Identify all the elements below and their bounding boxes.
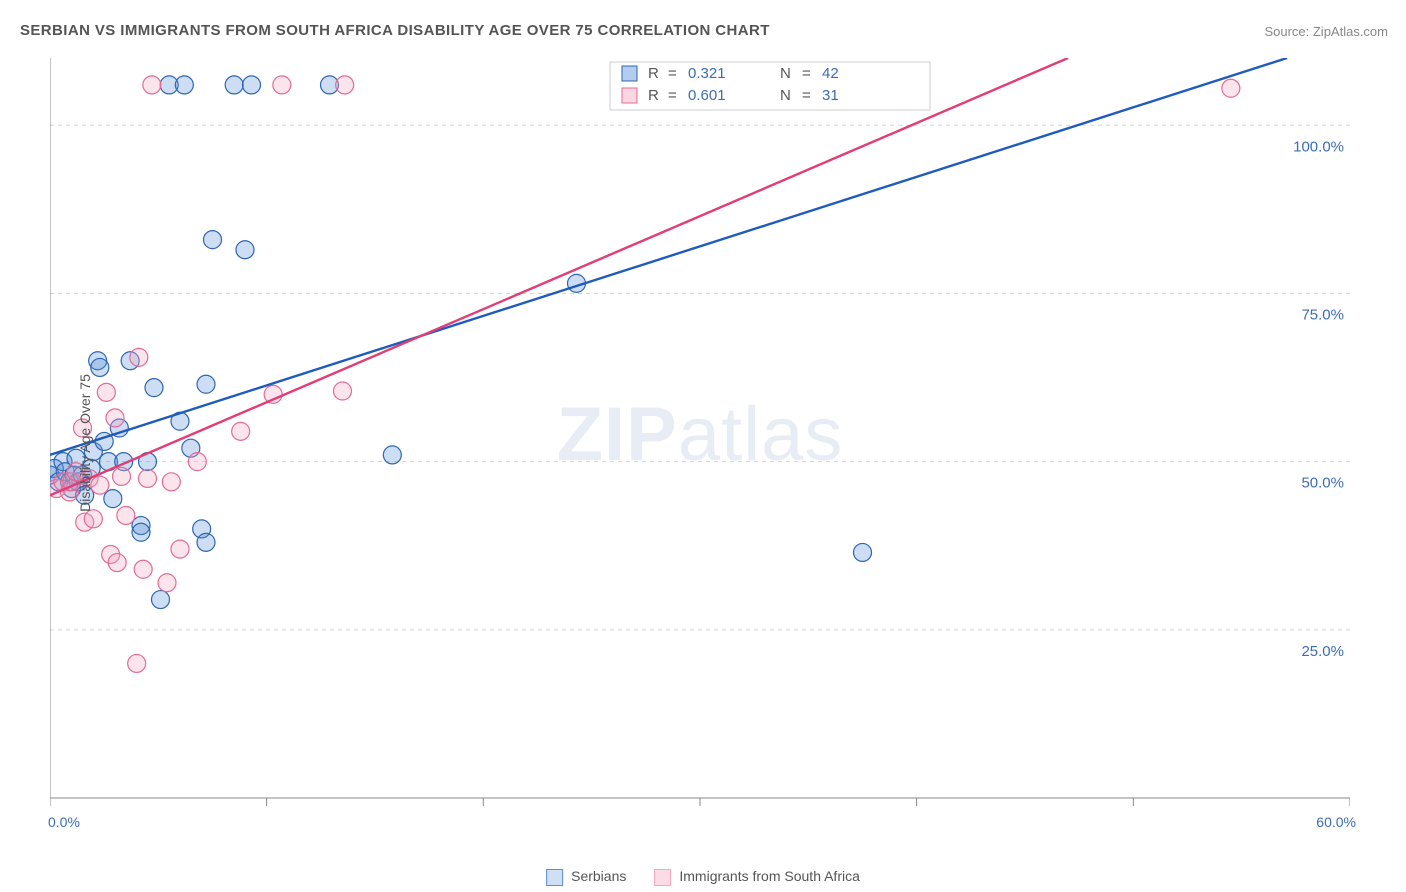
data-point [158,574,176,592]
r-legend-text: 42 [822,65,839,82]
legend-swatch-immigrants [654,869,671,886]
trend-line [50,58,1287,455]
data-point [204,231,222,249]
data-point [171,540,189,558]
data-point [130,348,148,366]
data-point [197,375,215,393]
y-tick-label: 75.0% [1301,306,1344,323]
x-axis-min-label: 0.0% [48,814,80,830]
data-point [106,409,124,427]
data-point [225,76,243,94]
data-point [139,469,157,487]
y-tick-label: 100.0% [1293,138,1344,155]
data-point [134,560,152,578]
legend-bottom: Serbians Immigrants from South Africa [546,868,860,886]
data-point [232,422,250,440]
chart-title: SERBIAN VS IMMIGRANTS FROM SOUTH AFRICA … [20,22,770,39]
source-prefix: Source: [1264,24,1312,39]
data-point [91,358,109,376]
r-legend-text: = [668,65,677,82]
y-axis-label: Disability Age Over 75 [77,374,93,512]
legend-label-immigrants: Immigrants from South Africa [679,868,860,884]
r-legend-text: N [780,65,791,82]
data-point [334,382,352,400]
r-legend-text: = [802,65,811,82]
legend-swatch-serbians [546,869,563,886]
r-legend-text: 0.321 [688,65,726,82]
y-tick-label: 50.0% [1301,475,1344,492]
data-point [143,76,161,94]
data-point [97,383,115,401]
data-point [383,446,401,464]
r-legend-text: = [668,87,677,104]
r-legend-text: R [648,87,659,104]
source-link[interactable]: ZipAtlas.com [1313,24,1388,39]
legend-label-serbians: Serbians [571,868,626,884]
data-point [336,76,354,94]
r-legend-text: 0.601 [688,87,726,104]
data-point [162,473,180,491]
data-point [236,241,254,259]
chart-area: Disability Age Over 75 ZIPatlas 25.0%50.… [50,58,1350,828]
trend-line [50,58,1068,495]
y-tick-label: 25.0% [1301,643,1344,660]
data-point [132,523,150,541]
data-point [113,467,131,485]
r-legend-text: N [780,87,791,104]
data-point [91,476,109,494]
data-point [273,76,291,94]
data-point [152,591,170,609]
r-legend-text: = [802,87,811,104]
r-legend-text: 31 [822,87,839,104]
data-point [243,76,261,94]
x-axis-max-label: 60.0% [1316,814,1356,830]
legend-item-serbians: Serbians [546,868,626,886]
data-point [145,379,163,397]
chart-svg: 25.0% 50.0% 75.0% 100.0% R = 0.321 N = 42 R = 0.601 N… [50,58,1350,828]
r-legend-swatch [622,88,637,103]
data-point [1222,79,1240,97]
data-point [104,490,122,508]
data-point [117,506,135,524]
r-legend-swatch [622,66,637,81]
data-point [84,510,102,528]
r-legend-text: R [648,65,659,82]
legend-item-immigrants: Immigrants from South Africa [654,868,860,886]
data-point [854,543,872,561]
data-point [175,76,193,94]
source-attribution: Source: ZipAtlas.com [1264,24,1388,39]
data-point [197,533,215,551]
data-point [108,554,126,572]
data-point [188,453,206,471]
data-point [128,654,146,672]
